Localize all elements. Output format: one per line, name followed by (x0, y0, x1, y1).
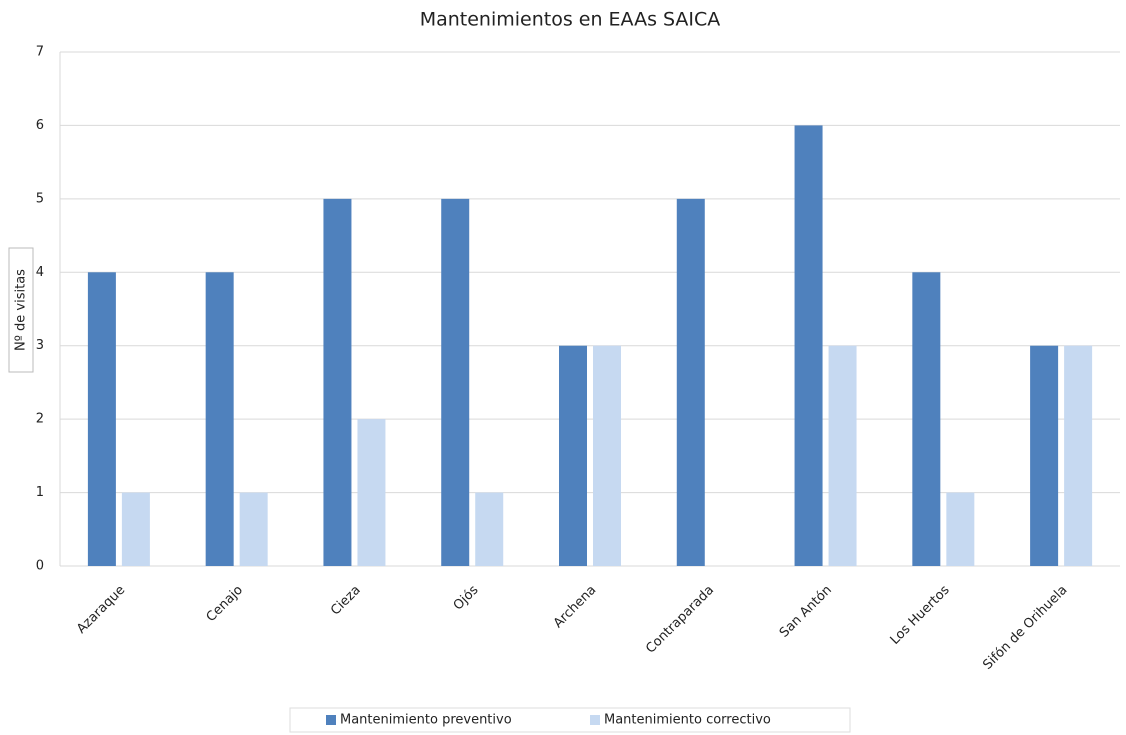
x-tick-label: Contraparada (643, 583, 717, 657)
bar (239, 492, 268, 566)
y-tick-label: 6 (36, 118, 44, 133)
x-tick-label: Cieza (328, 583, 364, 619)
y-tick-label: 4 (36, 265, 44, 280)
bar (475, 492, 504, 566)
y-tick-label: 1 (36, 485, 44, 500)
bar (357, 419, 386, 566)
legend-swatch (590, 715, 600, 725)
y-tick-label: 5 (36, 191, 44, 206)
legend-swatch (326, 715, 336, 725)
legend-label: Mantenimiento preventivo (340, 713, 512, 728)
legend-label: Mantenimiento correctivo (604, 713, 771, 728)
legend-box (289, 707, 851, 733)
x-tick-label: Sifón de Orihuela (980, 583, 1070, 673)
x-tick-label: Los Huertos (888, 583, 953, 648)
chart-title: Mantenimientos en EAAs SAICA (420, 9, 721, 31)
bar (205, 272, 234, 566)
x-tick-label: Cenajo (204, 583, 246, 625)
bar (559, 345, 587, 566)
bar (593, 345, 621, 566)
bar (912, 272, 941, 566)
bar (676, 198, 705, 566)
y-axis-label: Nº de visitas (14, 269, 29, 351)
bar (121, 492, 150, 566)
bar (87, 272, 116, 566)
x-tick-label: Ojós (451, 583, 482, 614)
y-label-box (8, 247, 34, 373)
bar (441, 198, 470, 566)
y-tick-label: 0 (36, 559, 44, 574)
bar (323, 198, 352, 566)
y-tick-label: 7 (36, 45, 44, 60)
bar (946, 492, 975, 566)
bar (1030, 345, 1059, 566)
y-tick-label: 3 (36, 338, 44, 353)
bar (794, 125, 823, 566)
bar (1064, 345, 1093, 566)
x-tick-label: Azaraque (74, 583, 128, 637)
y-tick-label: 2 (36, 412, 44, 427)
x-tick-label: San Antón (777, 583, 835, 641)
x-tick-label: Archena (551, 583, 599, 631)
bar (828, 345, 857, 566)
